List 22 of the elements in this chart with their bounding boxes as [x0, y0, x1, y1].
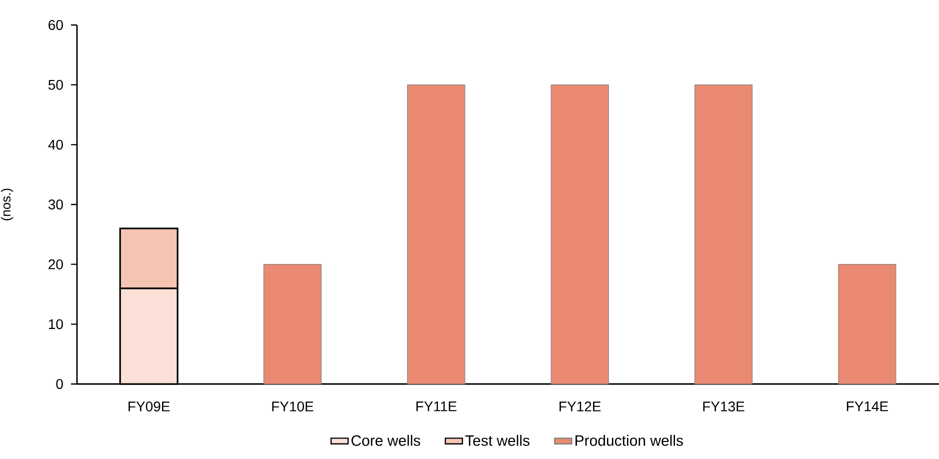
x-tick-label: FY11E [416, 402, 456, 412]
y-tick-label: 0 [56, 379, 63, 389]
bar [838, 264, 896, 384]
bar [263, 264, 322, 384]
y-tick-label: 20 [48, 259, 63, 270]
y-tick-label: 60 [48, 20, 63, 30]
x-tick-label: FY12E [560, 402, 601, 412]
legend-label: Test wells [465, 434, 530, 446]
y-axis-title: (nos.) [1, 188, 14, 220]
y-tick-label: 10 [48, 319, 63, 330]
y-tick-label: 30 [48, 200, 63, 210]
x-tick-label: FY10E [272, 402, 314, 412]
bar [407, 84, 466, 384]
legend-label: Production wells [576, 434, 683, 446]
y-tick-label: 50 [48, 80, 63, 90]
y-tick-label: 40 [48, 140, 63, 150]
x-tick-label: FY13E [703, 402, 744, 412]
bar [694, 84, 753, 384]
bar [550, 84, 609, 384]
x-tick-label: FY09E [128, 402, 170, 412]
x-tick-label: FY14E [846, 402, 888, 412]
legend-label: Core wells [352, 434, 420, 446]
